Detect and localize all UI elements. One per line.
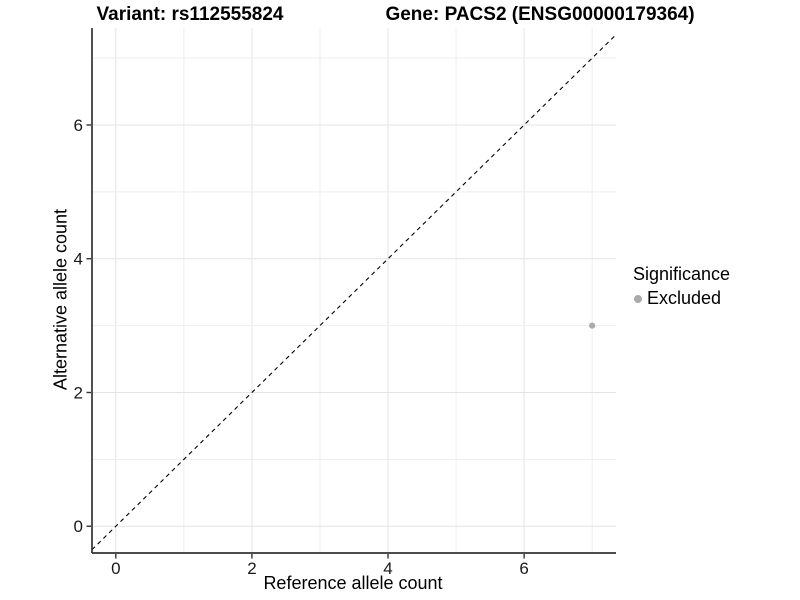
y-tick-label: 0 bbox=[74, 517, 83, 536]
plot-title-gene: Gene: PACS2 (ENSG00000179364) bbox=[385, 4, 695, 25]
x-tick-label: 2 bbox=[247, 559, 256, 578]
legend-title: Significance bbox=[633, 264, 731, 284]
y-tick-label: 4 bbox=[74, 250, 83, 269]
legend-item-excluded: Excluded bbox=[634, 288, 730, 309]
x-axis-title: Reference allele count bbox=[263, 573, 443, 593]
data-point bbox=[589, 322, 596, 329]
x-tick-label: 4 bbox=[383, 559, 392, 578]
y-tick-label: 2 bbox=[74, 383, 83, 402]
legend: Significance Excluded bbox=[631, 264, 730, 309]
identity-reference-line bbox=[91, 34, 617, 551]
x-tick-label: 0 bbox=[111, 559, 120, 578]
legend-item-label: Excluded bbox=[647, 288, 722, 308]
x-tick-label: 6 bbox=[519, 559, 528, 578]
plot-title-variant: Variant: rs112555824 bbox=[96, 4, 284, 25]
legend-key-point-icon bbox=[634, 294, 642, 303]
y-tick-label: 6 bbox=[74, 116, 83, 135]
y-axis-title: Alternative allele count bbox=[50, 208, 71, 391]
